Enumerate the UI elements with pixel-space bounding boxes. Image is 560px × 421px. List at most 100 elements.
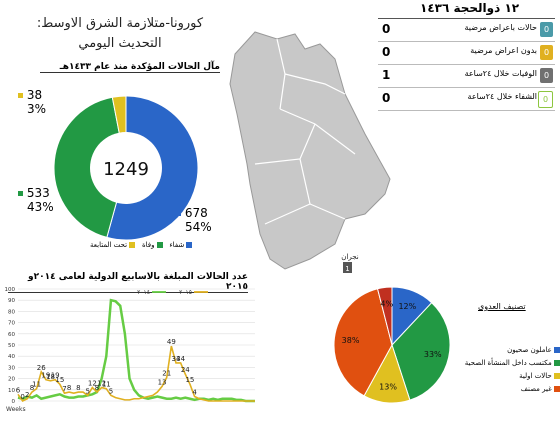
saudi-map: 1 نجران bbox=[229, 31, 391, 273]
recovered-swatch bbox=[176, 211, 181, 216]
pie-slice bbox=[391, 302, 451, 401]
y-tick-label: 70 bbox=[8, 321, 15, 327]
data-label: 26 bbox=[37, 364, 46, 372]
recovered-pct: 54% bbox=[185, 220, 212, 234]
y-tick-label: 60 bbox=[8, 332, 15, 338]
y-tick-label: 40 bbox=[8, 354, 15, 360]
row-value: 0 bbox=[382, 45, 391, 59]
asymptomatic-icon: 0 bbox=[540, 45, 553, 60]
y-tick-label: 100 bbox=[5, 287, 16, 293]
row-label: الوفيات خلال ٢٤ساعة bbox=[464, 69, 537, 78]
pending-pct: 3% bbox=[27, 102, 47, 116]
donut-total: 1249 bbox=[103, 159, 149, 180]
data-label: 8 bbox=[67, 384, 71, 392]
title-line-2: التحديث اليومي bbox=[78, 36, 162, 51]
line-legend: ٢٠١٤ ٢٠١٥ bbox=[137, 289, 208, 296]
row-value: 0 bbox=[382, 22, 391, 36]
data-label: 19 bbox=[41, 372, 50, 380]
line-chart-title: عدد الحالات المبلغة بالاسابيع الدولية لع… bbox=[8, 272, 248, 293]
data-label: 7 bbox=[62, 385, 66, 393]
row-label: الشفاء خلال ٢٤ساعة bbox=[467, 92, 537, 101]
legend-label: ٢٠١٤ bbox=[137, 289, 150, 296]
row-label: حالات باعراض مرضية bbox=[464, 23, 537, 32]
legend-recovered: شفاء bbox=[169, 241, 193, 249]
y-tick-label: 30 bbox=[8, 365, 15, 371]
pie-slice bbox=[333, 288, 393, 397]
data-label: 5 bbox=[85, 387, 89, 395]
data-label: 34 bbox=[172, 355, 181, 363]
pie-percent-label: 33% bbox=[424, 350, 442, 359]
pending-count: 38 bbox=[26, 88, 43, 102]
pie-legend-item: حالات اولية bbox=[448, 370, 560, 383]
y-tick-label: 10 bbox=[8, 388, 15, 394]
table-row: 1 الوفيات خلال ٢٤ساعة 0 bbox=[378, 65, 555, 88]
data-label: 18 bbox=[46, 373, 55, 381]
row-value: 0 bbox=[382, 91, 391, 105]
deaths-label: 533 43% bbox=[18, 186, 54, 214]
page-title: كورونا-متلازمة الشرق الاوسط: التحديث الي… bbox=[30, 14, 210, 54]
recovered-count: 678 bbox=[184, 206, 208, 220]
data-label: 4 bbox=[192, 389, 197, 397]
x-axis-label: Weeks bbox=[6, 406, 26, 413]
data-label: 49 bbox=[167, 338, 176, 346]
pie-title: تصنيف العدوى bbox=[478, 302, 526, 311]
pending-swatch bbox=[18, 93, 23, 98]
data-label: 13 bbox=[158, 378, 167, 386]
daily-table: 0 حالات باعراض مرضية 0 0 بدون اعراض مرضي… bbox=[378, 18, 555, 111]
donut-title: مآل الحالات المؤكدة منذ عام ١٤٣٣هـ bbox=[40, 62, 220, 73]
title-line-1: كورونا-متلازمة الشرق الاوسط: bbox=[36, 16, 204, 31]
pending-label: 38 3% bbox=[18, 88, 46, 116]
line-series bbox=[17, 298, 255, 403]
pie-legend-item: غير مصنف bbox=[448, 383, 560, 396]
series-line-1 bbox=[17, 345, 255, 403]
data-label: 8 bbox=[95, 384, 99, 392]
series-line-0 bbox=[17, 298, 255, 403]
map-marker bbox=[343, 262, 352, 273]
data-label: 12 bbox=[97, 380, 106, 388]
classification-pie: 12% 33% 13% 38% 4% bbox=[333, 286, 451, 404]
y-tick-label: 0 bbox=[12, 399, 16, 405]
symptomatic-icon: 0 bbox=[540, 22, 553, 37]
data-label: 11 bbox=[32, 381, 41, 389]
data-label: 0 bbox=[20, 393, 24, 401]
data-label: 19 bbox=[51, 372, 60, 380]
map-city-label: نجران bbox=[341, 253, 358, 261]
table-row: 0 الشفاء خلال ٢٤ساعة 0 bbox=[378, 88, 555, 111]
data-label: 8 bbox=[76, 384, 80, 392]
map-marker-text: 1 bbox=[345, 265, 349, 273]
donut-chart: 1249 bbox=[53, 95, 199, 241]
deaths-swatch bbox=[18, 191, 23, 196]
y-tick-label: 20 bbox=[8, 377, 15, 383]
pie-slice bbox=[376, 286, 393, 346]
map-region-borders bbox=[254, 38, 356, 225]
row-value: 1 bbox=[382, 68, 391, 82]
table-row: 0 حالات باعراض مرضية 0 bbox=[378, 19, 555, 42]
deaths-icon: 0 bbox=[540, 68, 553, 83]
legend-label: ٢٠١٥ bbox=[179, 289, 192, 296]
data-label: 5 bbox=[109, 387, 113, 395]
recovered-label: 678 54% bbox=[176, 206, 212, 234]
pie-legend: عاملون صحيون مكتسب داخل المنشأة الصحية ح… bbox=[448, 344, 560, 396]
data-label: 12 bbox=[88, 380, 97, 388]
data-label: 2 bbox=[25, 391, 29, 399]
data-label: 6 bbox=[16, 386, 21, 394]
table-date: ١٢ ذوالحجة ١٤٣٦ bbox=[420, 1, 520, 15]
pie-slices bbox=[333, 286, 451, 404]
data-label: 8 bbox=[30, 384, 34, 392]
pie-labels: 12% 33% 13% 38% 4% bbox=[342, 300, 442, 392]
data-label: 15 bbox=[55, 376, 64, 384]
data-label: 21 bbox=[162, 369, 171, 377]
legend-deaths: وفاة bbox=[142, 241, 163, 249]
y-tick-label: 50 bbox=[8, 343, 15, 349]
pie-percent-label: 13% bbox=[379, 383, 397, 392]
pie-percent-label: 12% bbox=[398, 302, 416, 311]
donut-hole bbox=[90, 132, 162, 204]
data-label: 24 bbox=[181, 366, 190, 374]
deaths-count: 533 bbox=[26, 186, 50, 200]
deaths-pct: 43% bbox=[27, 200, 54, 214]
row-label: بدون اعراض مرضية bbox=[470, 46, 537, 55]
pie-legend-item: مكتسب داخل المنشأة الصحية bbox=[448, 357, 560, 370]
